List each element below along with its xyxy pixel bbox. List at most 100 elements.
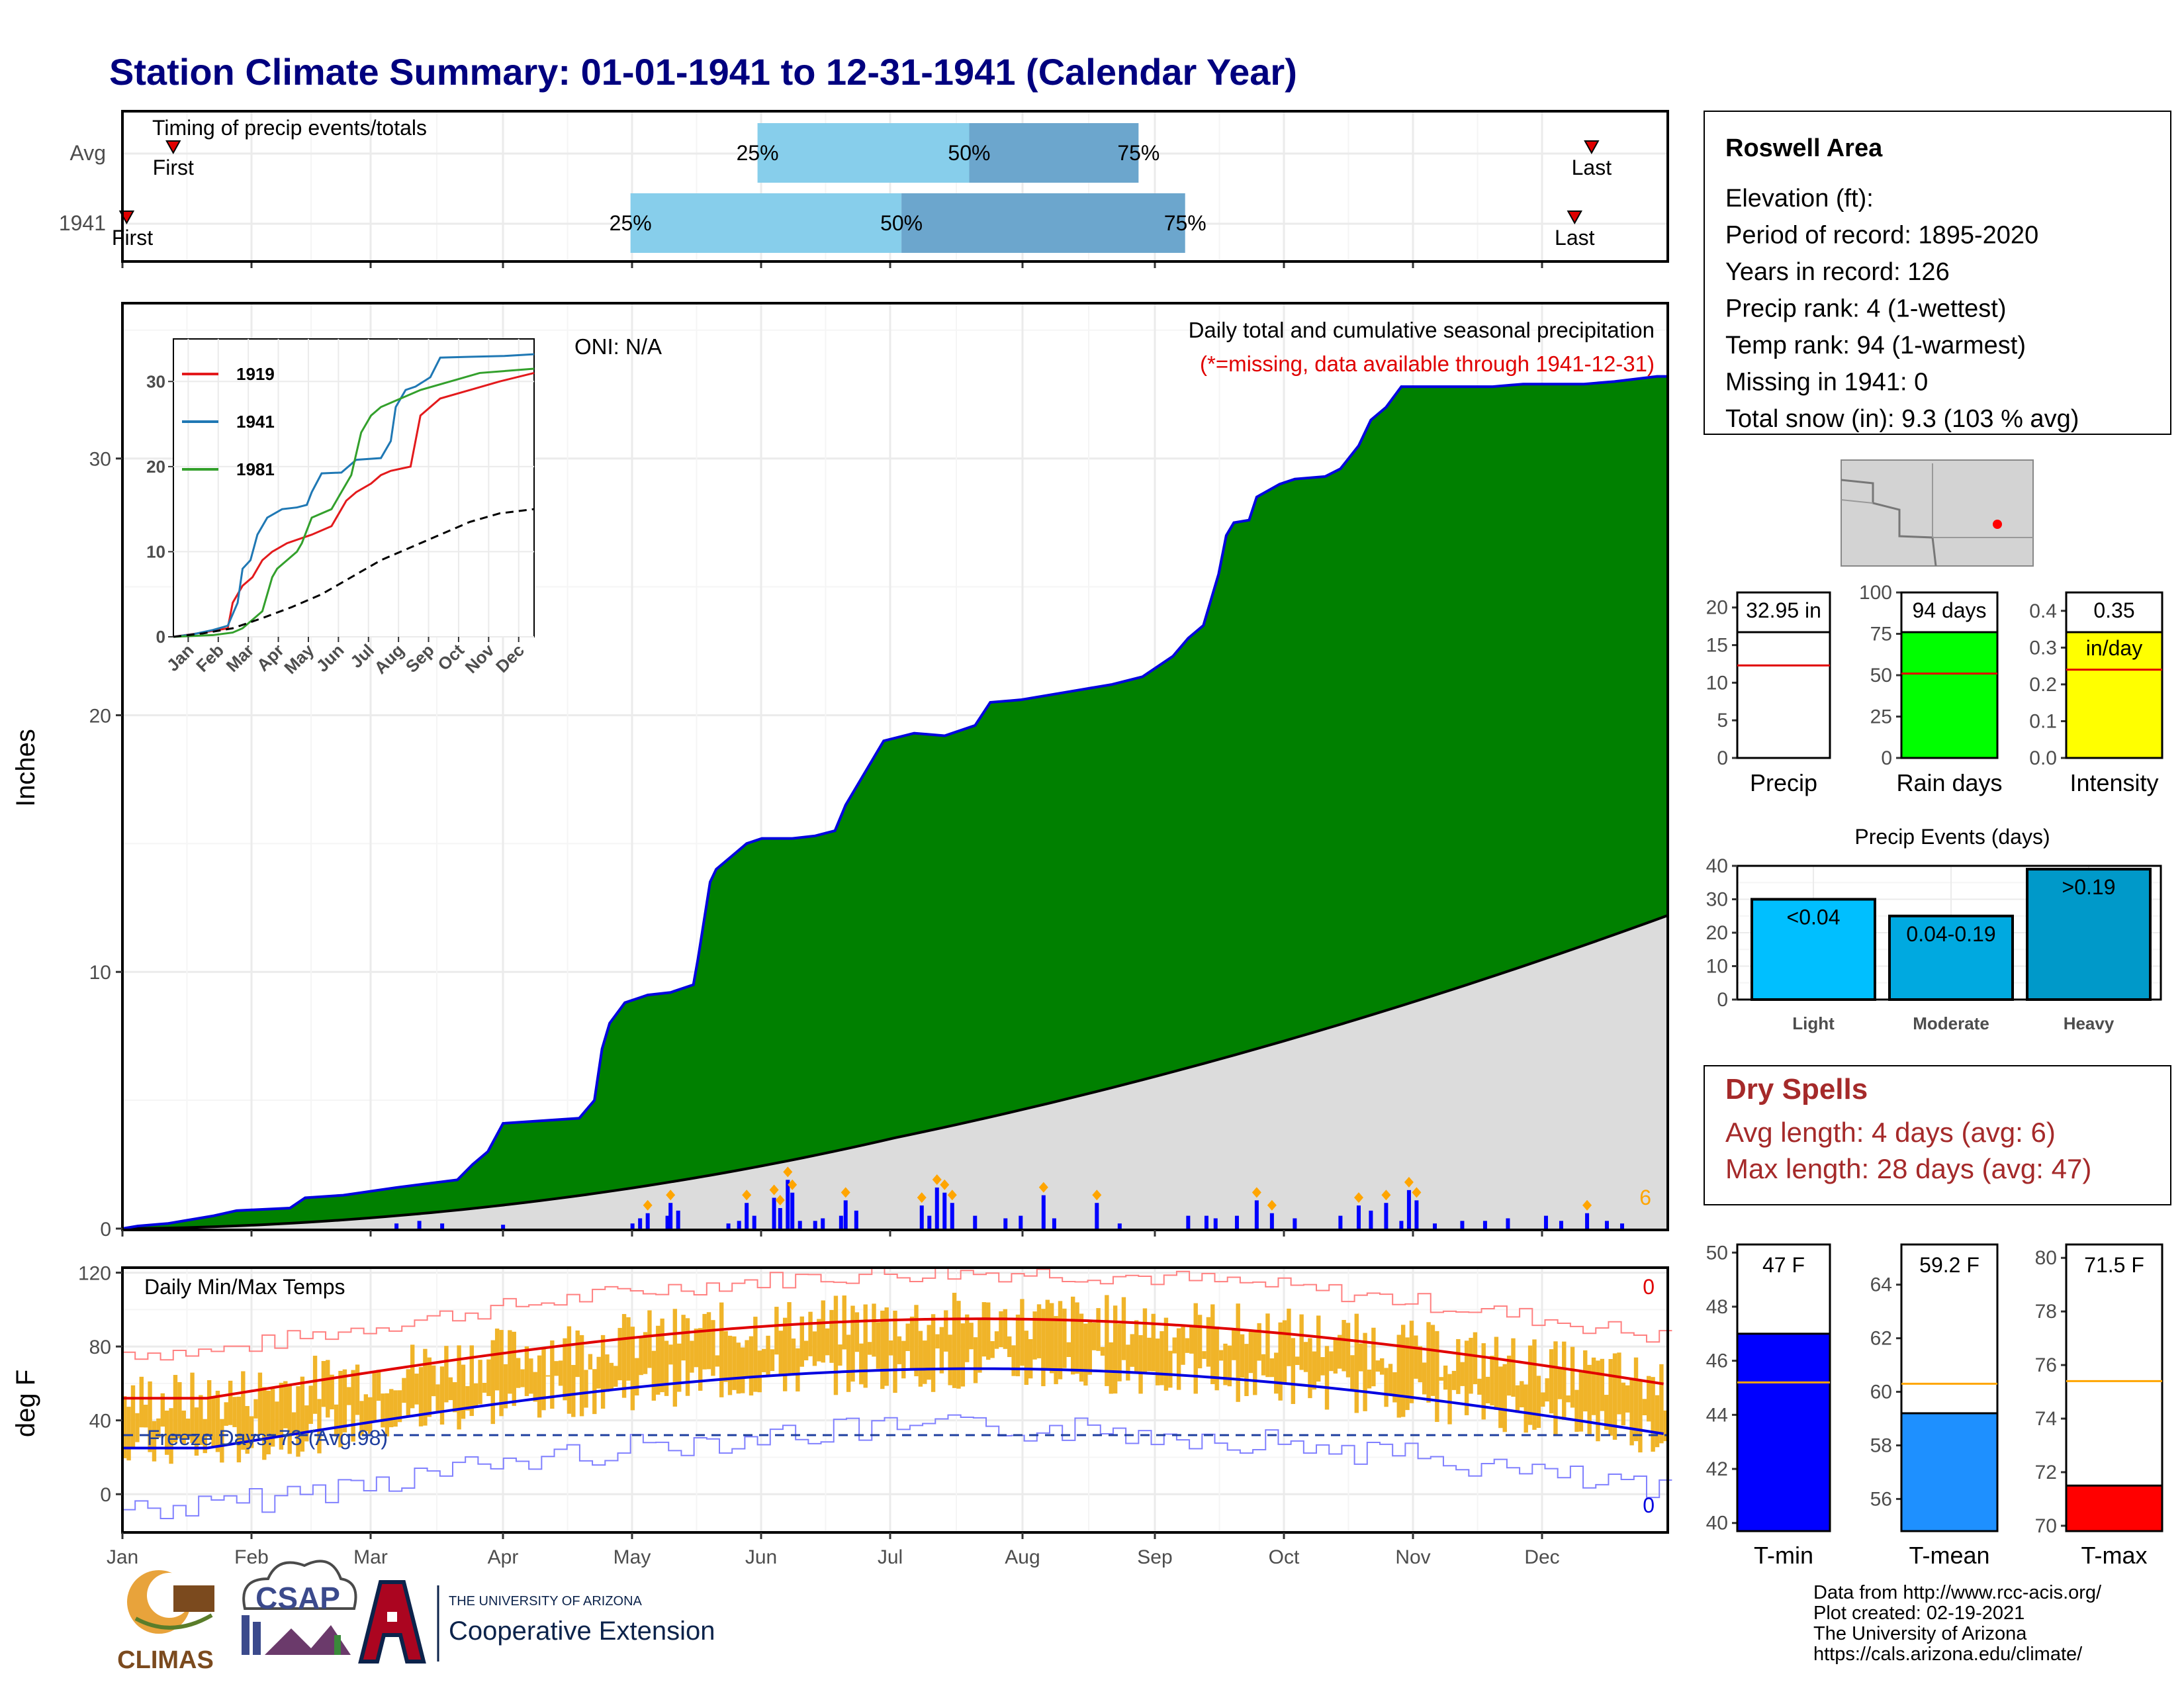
daily-precip-bar	[854, 1210, 858, 1229]
daily-temp-range-bar	[829, 1309, 834, 1363]
daily-temp-range-bar	[1583, 1350, 1588, 1412]
extreme-precip-marker	[947, 1190, 957, 1201]
extreme-precip-marker	[666, 1190, 676, 1201]
mini-bar-y-tick-label: 0.3	[2029, 637, 2057, 659]
inset-y-tick-label: 20	[146, 457, 165, 477]
daily-temp-range-bar	[1003, 1309, 1008, 1349]
timing-q25-label: 25%	[737, 141, 779, 165]
daily-temp-range-bar	[1308, 1338, 1312, 1399]
daily-temp-range-bar	[694, 1329, 699, 1368]
daily-temp-range-bar	[782, 1317, 788, 1391]
station-info-line: Temp rank: 94 (1-warmest)	[1725, 332, 2026, 359]
mini-bar-category-label: Precip	[1750, 769, 1817, 796]
daily-temp-range-bar	[418, 1367, 424, 1427]
daily-temp-range-bar	[304, 1405, 309, 1442]
precip-y-tick-label: 30	[89, 449, 111, 471]
cold-days-count: 0	[1643, 1493, 1655, 1517]
daily-temp-range-bar	[914, 1305, 919, 1377]
daily-temp-range-bar	[461, 1364, 466, 1419]
cumulative-precip-area-1941	[122, 376, 1668, 1229]
daily-temp-range-bar	[1087, 1321, 1092, 1375]
daily-temp-range-bar	[1409, 1321, 1414, 1403]
daily-temp-range-bar	[1151, 1313, 1156, 1372]
daily-temp-range-bar	[757, 1350, 762, 1393]
month-tick-label: Jan	[107, 1546, 138, 1568]
daily-temp-range-bar	[778, 1331, 783, 1376]
station-location-dot	[1993, 520, 2002, 529]
daily-temp-range-bar	[423, 1348, 428, 1426]
page-title: Station Climate Summary: 01-01-1941 to 1…	[109, 51, 1297, 93]
temp-bar-chart-t-mean: 56 58 60 62 64 59.2 F T-mean	[1870, 1243, 1999, 1569]
mini-bar-y-tick-label: 50	[1870, 665, 1892, 686]
daily-temp-range-bar	[817, 1319, 821, 1362]
daily-temp-range-bar	[1096, 1308, 1101, 1351]
station-info-line: Precip rank: 4 (1-wettest)	[1725, 295, 2006, 323]
timing-q50-label: 50%	[948, 141, 990, 165]
daily-temp-range-bar	[148, 1381, 152, 1452]
daily-temp-range-bar	[363, 1394, 369, 1432]
daily-temp-range-bar	[935, 1334, 940, 1349]
temp-bar-y-tick-label: 48	[1706, 1296, 1728, 1318]
daily-temp-range-bar	[681, 1315, 686, 1361]
daily-precip-bar	[839, 1215, 843, 1229]
daily-temp-range-bar	[300, 1376, 305, 1452]
temp-bar-frame	[1900, 1243, 1999, 1532]
timing-q50-label: 50%	[880, 211, 923, 235]
temp-y-tick-label: 0	[100, 1484, 111, 1506]
temp-bar-y-tick-label: 40	[1706, 1513, 1728, 1534]
daily-temp-range-bar	[999, 1311, 1003, 1348]
daily-precip-bar	[772, 1197, 776, 1229]
extreme-precip-marker	[932, 1174, 942, 1185]
mini-bar-y-tick-label: 10	[1706, 672, 1728, 694]
daily-temp-range-bar	[1371, 1327, 1376, 1387]
station-info-line: Years in record: 126	[1725, 258, 1950, 286]
timing-row-label-1941: 1941	[59, 211, 106, 235]
daily-temp-range-bar	[199, 1395, 203, 1445]
daily-temp-range-bar	[905, 1323, 910, 1351]
record-max-temp-line	[122, 1266, 1672, 1361]
station-info-line: Elevation (ft):	[1725, 185, 1874, 212]
temp-bar-y-tick-label: 78	[2035, 1301, 2057, 1323]
daily-temp-range-bar	[1553, 1341, 1558, 1435]
daily-precip-bar	[950, 1203, 954, 1229]
daily-temp-range-bar	[630, 1327, 635, 1411]
event-category-label: Heavy	[2064, 1013, 2115, 1033]
inset-y-tick-label: 30	[146, 371, 165, 391]
daily-temp-range-bar	[799, 1316, 804, 1367]
daily-precip-bar	[638, 1218, 643, 1229]
daily-temp-range-bar	[215, 1390, 220, 1452]
daily-temp-range-bar	[1054, 1316, 1058, 1385]
daily-temp-range-bar	[1015, 1314, 1021, 1377]
daily-temp-range-bar	[1011, 1345, 1016, 1376]
daily-precip-bar	[726, 1223, 731, 1229]
inset-series-line-average	[173, 508, 535, 638]
daily-temp-range-bar	[482, 1383, 487, 1393]
mini-bar-category-label: Rain days	[1896, 769, 2002, 796]
extreme-precip-marker	[775, 1194, 785, 1205]
daily-temp-range-bar	[803, 1340, 809, 1361]
mini-bar-y-tick-label: 75	[1870, 624, 1892, 645]
events-y-tick-label: 20	[1706, 922, 1728, 944]
timing-label: Timing of precip events/totals	[152, 116, 427, 140]
daily-temp-range-bar	[1456, 1338, 1461, 1394]
daily-temp-range-bar	[512, 1331, 516, 1406]
daily-temp-range-bar	[410, 1344, 415, 1409]
temp-bar-value-label: 47 F	[1762, 1253, 1805, 1277]
daily-temp-range-bar	[1206, 1317, 1211, 1367]
first-event-marker	[165, 140, 181, 155]
daily-temp-range-bar	[173, 1375, 178, 1443]
station-info-line: Period of record: 1895-2020	[1725, 222, 2038, 250]
daily-temp-range-bar	[1036, 1304, 1042, 1358]
daily-temp-range-bar	[321, 1361, 326, 1407]
daily-precip-bar	[919, 1205, 924, 1229]
daily-temp-range-bar	[1269, 1358, 1275, 1378]
daily-temp-range-bar	[994, 1331, 999, 1349]
mini-bar-y-tick-label: 0	[1717, 747, 1728, 769]
dry-spells-avg: Avg length: 4 days (avg: 6)	[1725, 1117, 2056, 1148]
daily-temp-range-bar	[1629, 1378, 1634, 1446]
daily-temp-range-bar	[698, 1328, 703, 1391]
daily-temp-range-bar	[1396, 1335, 1401, 1418]
daily-precip-bar	[1399, 1221, 1404, 1229]
daily-temp-range-bar	[1109, 1342, 1113, 1394]
daily-temp-range-bar	[1232, 1328, 1236, 1360]
